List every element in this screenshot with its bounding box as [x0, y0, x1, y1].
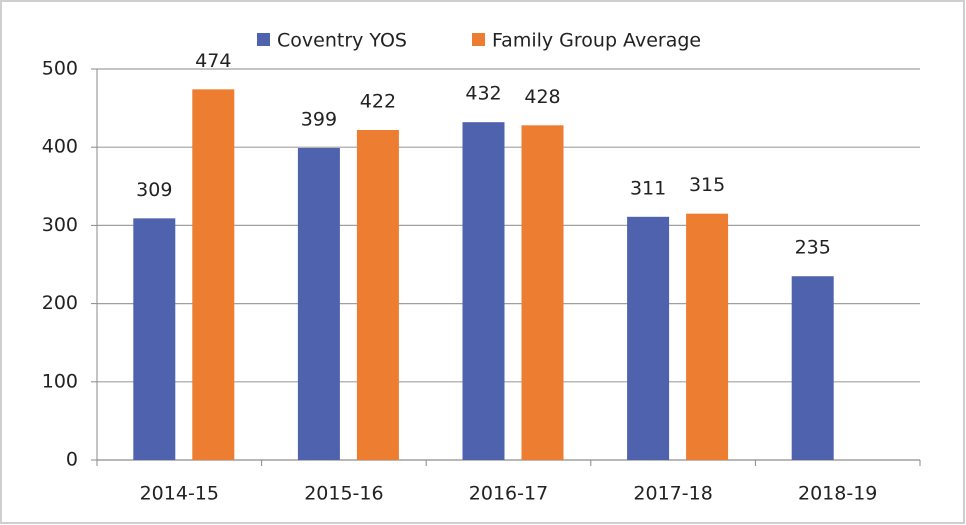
bar — [356, 129, 399, 460]
data-label: 315 — [689, 174, 725, 196]
y-tick-label: 0 — [66, 449, 78, 471]
legend-label: Family Group Average — [492, 30, 701, 52]
data-label: 235 — [795, 237, 831, 259]
bar — [192, 89, 235, 460]
bar — [791, 276, 834, 460]
legend-swatch — [257, 33, 270, 46]
bar — [627, 216, 670, 460]
y-tick-label: 100 — [42, 370, 78, 392]
bar — [133, 218, 176, 460]
y-tick-label: 300 — [42, 214, 78, 236]
data-label: 422 — [360, 90, 396, 112]
legend-swatch — [472, 33, 485, 46]
data-label: 399 — [301, 108, 337, 130]
data-label: 311 — [630, 177, 666, 199]
legend-label: Coventry YOS — [277, 30, 407, 52]
x-tick-label: 2017-18 — [633, 483, 712, 505]
x-tick-label: 2018-19 — [798, 483, 877, 505]
y-tick-label: 400 — [42, 136, 78, 158]
x-tick-label: 2015-16 — [304, 483, 383, 505]
y-tick-label: 200 — [42, 292, 78, 314]
bar — [686, 213, 729, 460]
bar — [521, 125, 564, 460]
bar — [462, 122, 505, 461]
x-tick-label: 2016-17 — [469, 483, 548, 505]
x-tick-label: 2014-15 — [140, 483, 219, 505]
data-label: 474 — [195, 50, 231, 72]
data-label: 432 — [465, 83, 501, 105]
y-tick-label: 500 — [42, 58, 78, 80]
data-label: 428 — [524, 86, 560, 108]
data-label: 309 — [136, 179, 172, 201]
bar — [297, 147, 340, 460]
